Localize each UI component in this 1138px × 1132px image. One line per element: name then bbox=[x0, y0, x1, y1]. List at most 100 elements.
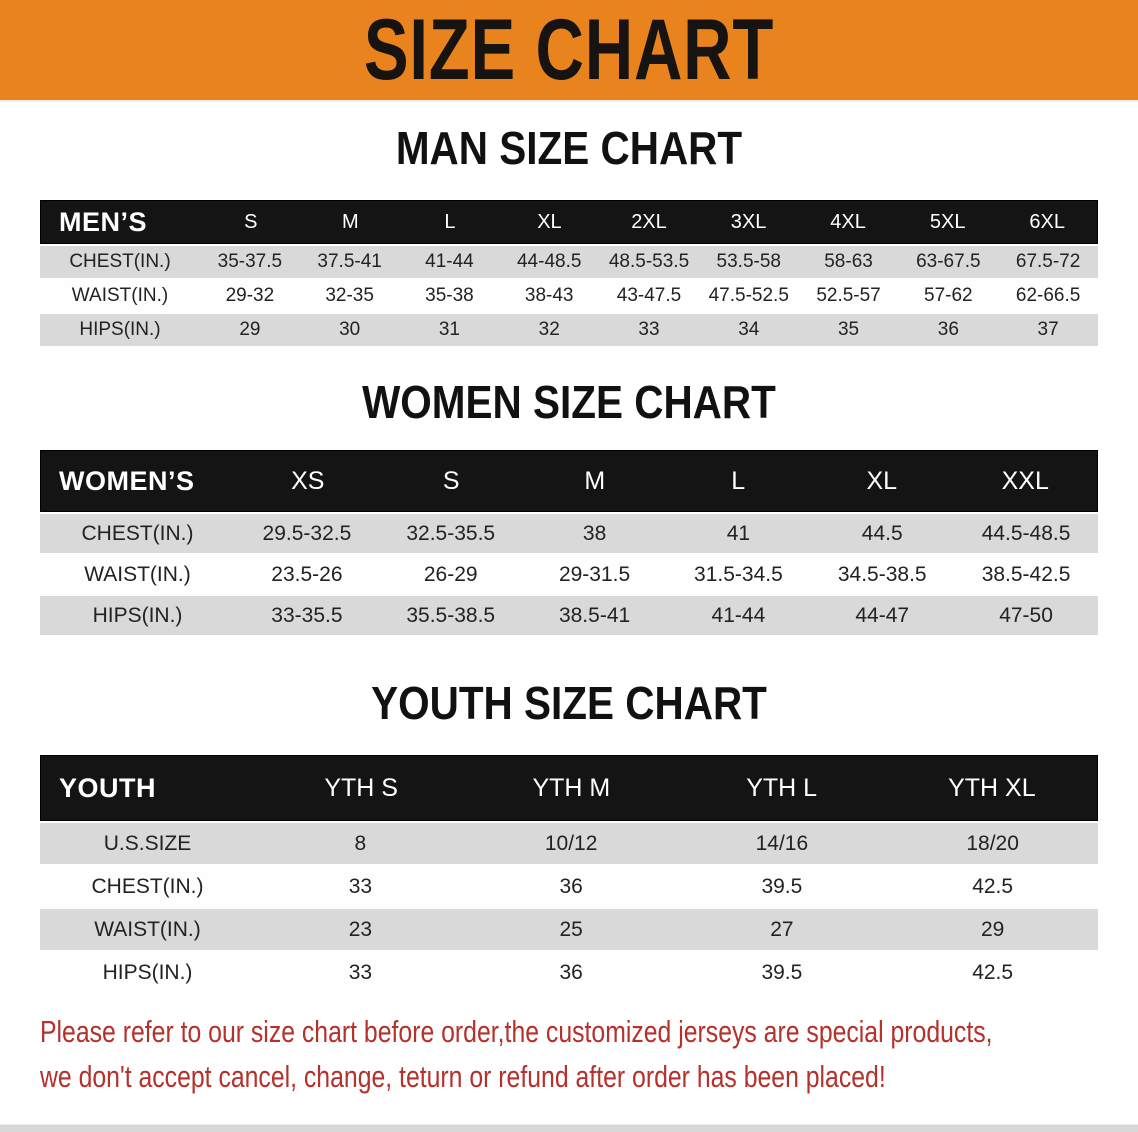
size-column-header: XXL bbox=[1001, 466, 1049, 495]
table-cell: 38.5-42.5 bbox=[981, 562, 1071, 586]
table-corner-label: WOMEN’S bbox=[59, 465, 195, 496]
table-cell: 10/12 bbox=[544, 831, 598, 855]
table-row: WAIST(IN.) 23 25 27 29 bbox=[40, 909, 1098, 952]
bottom-bar bbox=[0, 1124, 1138, 1132]
table-cell: 58-63 bbox=[824, 251, 873, 272]
size-column-header: YTH XL bbox=[948, 773, 1036, 802]
table-cell: 44-48.5 bbox=[516, 251, 582, 272]
table-header-row: MEN’S S M L XL 2XL 3XL 4XL 5XL 6XL bbox=[40, 200, 1098, 244]
size-column-header: YTH M bbox=[532, 773, 611, 802]
table-row: CHEST(IN.) 29.5-32.5 32.5-35.5 38 41 44.5 44.5… bbox=[40, 514, 1098, 555]
table-cell: 23 bbox=[348, 917, 373, 941]
table-cell: 35-37.5 bbox=[217, 251, 283, 272]
table-cell: 35 bbox=[837, 319, 860, 340]
section-youth: YOUTH SIZE CHART YOUTH YTH S YTH M YTH L YTH… bbox=[0, 677, 1138, 995]
table-cell: 44.5 bbox=[861, 521, 903, 545]
table-cell: 35-38 bbox=[425, 285, 474, 306]
section-women: WOMEN SIZE CHART WOMEN’S XS S M L XL XXL CHEST(… bbox=[0, 376, 1138, 637]
table-cell: 32 bbox=[538, 319, 560, 340]
women-size-table: WOMEN’S XS S M L XL XXL CHEST(IN.) 29.5-32.5 32.5… bbox=[40, 450, 1098, 637]
table-row: HIPS(IN.) 33 36 39.5 42.5 bbox=[40, 952, 1098, 995]
size-column-header: XL bbox=[866, 466, 898, 495]
row-label: CHEST(IN.) bbox=[81, 521, 194, 545]
row-label: HIPS(IN.) bbox=[79, 319, 161, 340]
table-cell: 32-35 bbox=[325, 285, 374, 306]
disclaimer-line-1: Please refer to our size chart before or… bbox=[40, 1009, 1138, 1054]
size-chart-banner: SIZE CHART bbox=[0, 0, 1138, 102]
table-cell: 62-66.5 bbox=[1015, 285, 1081, 306]
table-cell: 44.5-48.5 bbox=[981, 521, 1071, 545]
table-cell: 29 bbox=[239, 319, 261, 340]
table-cell: 36 bbox=[559, 960, 583, 984]
table-row: U.S.SIZE 8 10/12 14/16 18/20 bbox=[40, 823, 1098, 866]
table-cell: 33 bbox=[348, 960, 373, 984]
youth-size-table: YOUTH YTH S YTH M YTH L YTH XL U.S.SIZE 8 10/12… bbox=[40, 755, 1098, 995]
youth-section-title: YOUTH SIZE CHART bbox=[371, 677, 767, 729]
section-men: MAN SIZE CHART MEN’S S M L XL 2XL 3XL 4XL 5XL 6XL… bbox=[0, 122, 1138, 348]
size-column-header: 4XL bbox=[830, 210, 866, 233]
table-cell: 41-44 bbox=[425, 251, 474, 272]
table-cell: 29-32 bbox=[225, 285, 275, 306]
men-section-title: MAN SIZE CHART bbox=[395, 122, 743, 174]
table-cell: 42.5 bbox=[972, 960, 1014, 984]
disclaimer-line-2: we don't accept cancel, change, teturn o… bbox=[40, 1054, 1138, 1099]
table-cell: 8 bbox=[354, 831, 367, 855]
table-cell: 14/16 bbox=[755, 831, 809, 855]
table-cell: 37.5-41 bbox=[317, 251, 382, 272]
table-cell: 43-47.5 bbox=[616, 285, 682, 306]
size-column-header: 6XL bbox=[1029, 210, 1066, 233]
size-column-header: 2XL bbox=[631, 210, 667, 233]
table-cell: 38-43 bbox=[524, 285, 574, 306]
row-label: HIPS(IN.) bbox=[102, 960, 193, 984]
table-cell: 47-50 bbox=[999, 603, 1053, 627]
table-cell: 36 bbox=[937, 319, 959, 340]
table-cell: 57-62 bbox=[924, 285, 973, 306]
table-cell: 36 bbox=[559, 874, 583, 898]
table-cell: 44-47 bbox=[855, 603, 910, 627]
table-cell: 37 bbox=[1037, 319, 1059, 340]
table-cell: 67.5-72 bbox=[1015, 251, 1081, 272]
table-cell: 63-67.5 bbox=[916, 251, 981, 272]
table-cell: 26-29 bbox=[423, 562, 478, 586]
table-cell: 34 bbox=[738, 319, 760, 340]
table-row: WAIST(IN.) 23.5-26 26-29 29-31.5 31.5-34.5 34… bbox=[40, 555, 1098, 596]
table-row: WAIST(IN.) 29-32 32-35 35-38 38-43 43-47.5 47.… bbox=[40, 280, 1098, 314]
size-column-header: M bbox=[584, 466, 606, 495]
women-section-title: WOMEN SIZE CHART bbox=[362, 376, 776, 428]
row-label: CHEST(IN.) bbox=[91, 874, 204, 898]
row-label: CHEST(IN.) bbox=[69, 251, 171, 272]
table-cell: 32.5-35.5 bbox=[406, 521, 496, 545]
table-cell: 53.5-58 bbox=[716, 251, 781, 272]
size-column-header: S bbox=[442, 466, 460, 495]
disclaimer-text-1: Please refer to our size chart before or… bbox=[40, 1014, 993, 1049]
table-cell: 25 bbox=[559, 917, 583, 941]
table-cell: 41-44 bbox=[711, 603, 766, 627]
row-label: HIPS(IN.) bbox=[92, 603, 183, 627]
table-cell: 31.5-34.5 bbox=[694, 562, 783, 586]
table-cell: 30 bbox=[339, 319, 361, 340]
table-cell: 33 bbox=[348, 874, 373, 898]
size-column-header: 3XL bbox=[730, 210, 767, 233]
table-cell: 31 bbox=[438, 319, 460, 340]
row-label: WAIST(IN.) bbox=[94, 917, 201, 941]
size-column-header: S bbox=[244, 210, 258, 233]
table-row: HIPS(IN.) 33-35.5 35.5-38.5 38.5-41 41-44 44-… bbox=[40, 596, 1098, 637]
table-cell: 47.5-52.5 bbox=[708, 285, 789, 306]
banner-title: SIZE CHART bbox=[363, 2, 775, 98]
table-header-row: YOUTH YTH S YTH M YTH L YTH XL bbox=[40, 755, 1098, 821]
table-cell: 34.5-38.5 bbox=[837, 562, 927, 586]
table-cell: 39.5 bbox=[761, 874, 803, 898]
table-row: CHEST(IN.) 35-37.5 37.5-41 41-44 44-48.5 48.5… bbox=[40, 246, 1098, 280]
table-cell: 48.5-53.5 bbox=[608, 251, 690, 272]
table-cell: 29-31.5 bbox=[558, 562, 631, 586]
table-row: HIPS(IN.) 29 30 31 32 33 34 35 36 37 bbox=[40, 314, 1098, 348]
size-column-header: 5XL bbox=[929, 210, 966, 233]
disclaimer-text-2: we don't accept cancel, change, teturn o… bbox=[40, 1059, 886, 1094]
table-corner-label: MEN’S bbox=[59, 206, 148, 237]
size-column-header: XL bbox=[537, 210, 562, 233]
table-cell: 38 bbox=[582, 521, 607, 545]
table-row: CHEST(IN.) 33 36 39.5 42.5 bbox=[40, 866, 1098, 909]
table-header-row: WOMEN’S XS S M L XL XXL bbox=[40, 450, 1098, 512]
table-cell: 35.5-38.5 bbox=[406, 603, 496, 627]
